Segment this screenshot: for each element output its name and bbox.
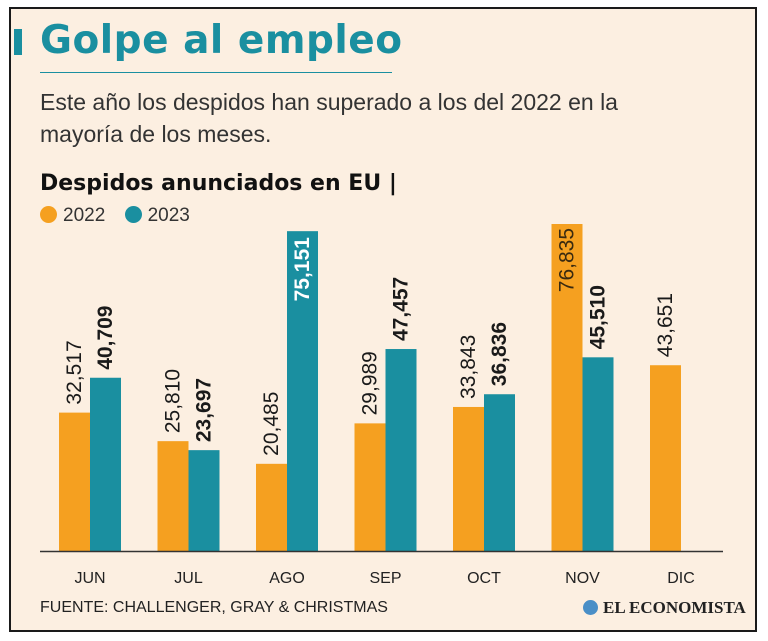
bar-2022-nov: [551, 224, 583, 551]
publisher-logo: EL ECONOMISTA: [583, 598, 746, 618]
legend-item-2022: 2022: [40, 205, 105, 227]
bar-2023-oct: [484, 394, 515, 551]
legend-label-2023: 2023: [147, 205, 190, 226]
data-label-2023-ago: 75,151: [291, 237, 314, 302]
data-label-2022-jun: 32,517: [63, 340, 86, 404]
bar-2022-jun: [59, 412, 90, 551]
bar-2023-sep: [385, 349, 417, 551]
chart-title: Despidos anunciados en EU |: [40, 171, 397, 196]
x-tick-label-jul: JUL: [174, 570, 203, 587]
legend-swatch-2023: [124, 206, 142, 223]
x-tick-label-jun: JUN: [74, 570, 105, 587]
bar-2022-dic: [650, 365, 681, 551]
bar-2023-ago: [287, 231, 318, 552]
x-tick-label-ago: AGO: [269, 570, 305, 587]
title-accent-bar: [14, 29, 22, 55]
data-label-2023-jul: 23,697: [193, 378, 216, 442]
bar-2022-jul: [157, 441, 189, 551]
legend-swatch-2022: [40, 206, 57, 223]
bar-2023-jul: [188, 450, 220, 551]
bar-2023-nov: [582, 357, 614, 551]
data-label-2022-nov: 76,835: [556, 228, 579, 292]
legend-label-2022: 2022: [63, 205, 106, 226]
bar-2022-oct: [453, 406, 484, 551]
x-tick-label-dic: DIC: [667, 570, 695, 587]
legend-item-2023: 2023: [124, 205, 190, 227]
subtitle: Este año los despidos han superado a los…: [40, 89, 618, 147]
data-label-2022-sep: 29,989: [359, 351, 382, 415]
legend: 2022 2023: [40, 205, 204, 227]
title-underline: [40, 72, 392, 73]
data-label-2022-dic: 43,651: [654, 293, 677, 357]
data-label-2023-sep: 47,457: [390, 277, 413, 341]
bar-2023-jun: [90, 377, 121, 551]
data-label-2022-jul: 25,810: [162, 369, 185, 433]
data-label-2023-oct: 36,836: [488, 322, 511, 386]
x-tick-label-sep: SEP: [369, 570, 401, 587]
logo-text: EL ECONOMISTA: [603, 598, 746, 617]
x-tick-label-nov: NOV: [565, 570, 600, 587]
source-note: FUENTE: CHALLENGER, GRAY & CHRISTMAS: [40, 599, 388, 616]
bar-2022-ago: [256, 463, 287, 551]
x-tick-label-oct: OCT: [467, 570, 501, 587]
data-label-2022-oct: 33,843: [457, 335, 480, 399]
data-label-2022-ago: 20,485: [260, 392, 283, 456]
logo-icon: [583, 600, 598, 615]
data-label-2023-jun: 40,709: [94, 306, 117, 370]
page-title: Golpe al empleo: [40, 18, 403, 63]
data-label-2023-nov: 45,510: [587, 285, 610, 349]
bar-2022-sep: [354, 423, 386, 551]
